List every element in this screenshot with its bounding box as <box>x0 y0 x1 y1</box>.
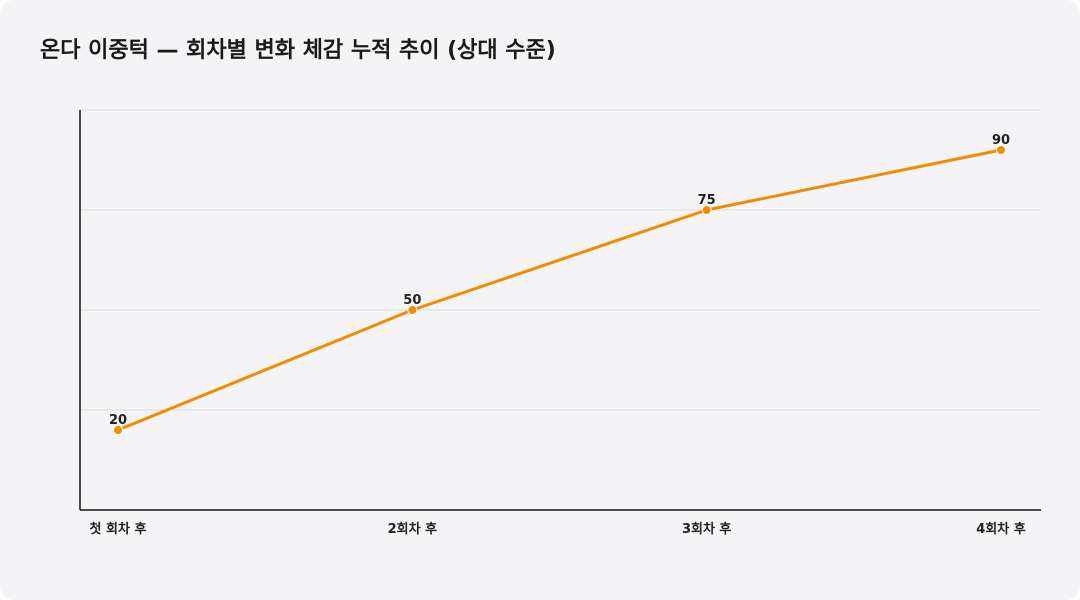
x-tick-label: 2회차 후 <box>388 521 437 537</box>
x-tick-label: 4회차 후 <box>976 521 1025 537</box>
chart-title: 온다 이중턱 — 회차별 변화 체감 누적 추이 (상대 수준) <box>40 38 556 63</box>
data-label: 90 <box>992 133 1010 148</box>
series-line <box>116 148 1003 432</box>
data-label: 75 <box>698 193 716 208</box>
data-point <box>701 205 712 215</box>
data-point <box>407 305 418 315</box>
x-tick-label: 첫 회차 후 <box>90 521 147 537</box>
data-point <box>996 145 1006 155</box>
x-tick-label: 3회차 후 <box>682 521 731 537</box>
data-label: 20 <box>109 413 127 428</box>
data-labels: 20 50 75 90 <box>109 133 1010 428</box>
series-group <box>113 145 1006 435</box>
x-tick-labels: 첫 회차 후 2회차 후 3회차 후 4회차 후 <box>90 521 1026 537</box>
data-point <box>113 425 123 435</box>
data-label: 50 <box>403 293 421 308</box>
gridlines <box>80 109 1041 411</box>
